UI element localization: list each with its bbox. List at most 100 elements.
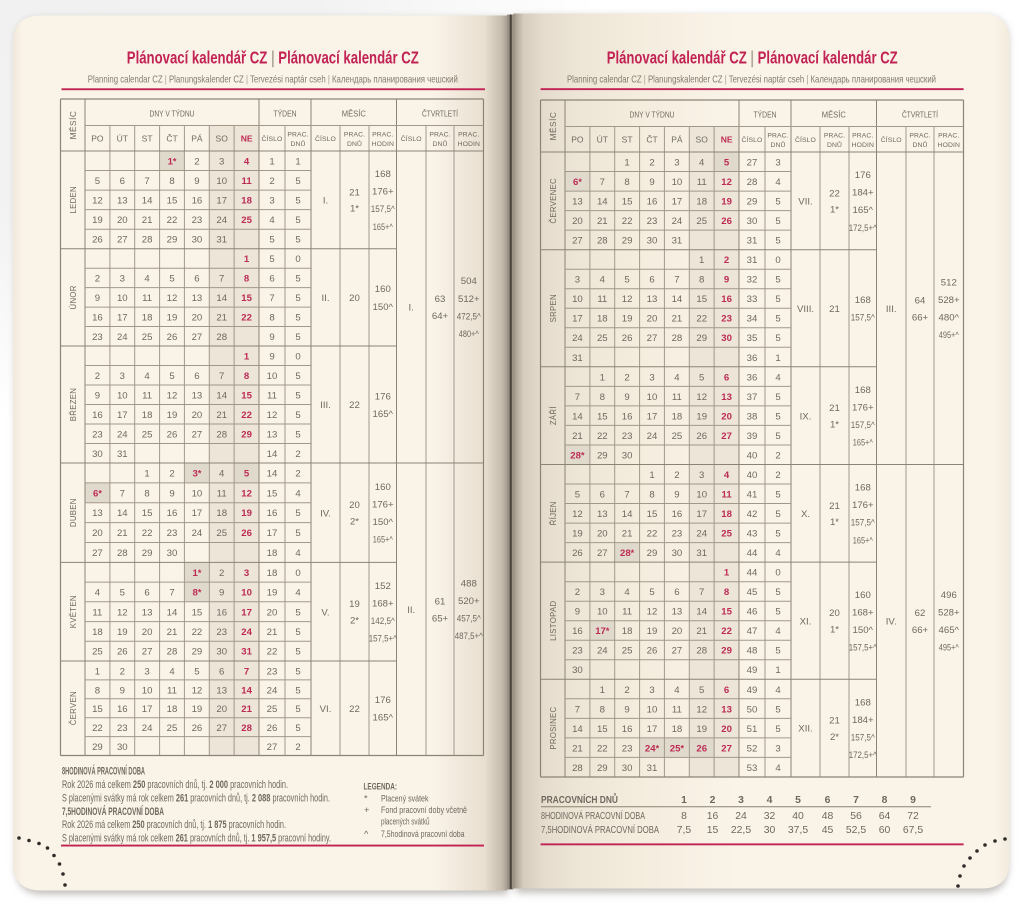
- svg-text:5: 5: [95, 176, 100, 187]
- svg-text:12: 12: [696, 392, 707, 403]
- svg-text:19: 19: [647, 626, 658, 637]
- svg-text:DUBEN: DUBEN: [69, 498, 78, 527]
- svg-text:9: 9: [269, 332, 274, 343]
- svg-text:24*: 24*: [645, 743, 660, 754]
- svg-text:placených svátků: placených svátků: [381, 817, 430, 827]
- svg-text:14: 14: [167, 607, 178, 618]
- svg-text:160: 160: [375, 284, 391, 295]
- svg-text:20: 20: [349, 500, 360, 511]
- svg-text:168: 168: [855, 295, 871, 306]
- svg-text:1: 1: [600, 372, 605, 383]
- svg-text:18: 18: [216, 508, 227, 519]
- svg-text:62: 62: [915, 608, 926, 619]
- svg-text:ÚT: ÚT: [117, 134, 128, 144]
- svg-text:11: 11: [697, 177, 707, 188]
- svg-text:19: 19: [92, 215, 103, 226]
- svg-text:19: 19: [696, 411, 707, 422]
- svg-text:2: 2: [710, 795, 716, 806]
- svg-text:DNŮ: DNŮ: [432, 139, 447, 148]
- svg-text:17: 17: [672, 197, 683, 208]
- svg-text:4: 4: [244, 156, 250, 167]
- svg-text:25: 25: [241, 215, 252, 226]
- svg-text:20: 20: [117, 215, 128, 226]
- svg-text:10: 10: [192, 488, 203, 499]
- svg-text:45: 45: [747, 587, 758, 598]
- svg-text:46: 46: [747, 607, 758, 618]
- svg-text:11: 11: [722, 490, 733, 501]
- svg-text:4: 4: [674, 372, 680, 383]
- svg-text:528+: 528+: [938, 608, 960, 619]
- svg-text:13: 13: [572, 197, 583, 208]
- svg-text:5: 5: [295, 607, 300, 618]
- svg-text:4: 4: [775, 763, 781, 774]
- svg-text:5: 5: [775, 197, 780, 208]
- svg-text:2: 2: [194, 156, 199, 167]
- svg-text:160: 160: [375, 482, 391, 493]
- svg-text:37: 37: [747, 392, 758, 403]
- svg-text:ST: ST: [142, 134, 153, 144]
- svg-text:6: 6: [825, 795, 831, 806]
- svg-text:ČÍSLO: ČÍSLO: [315, 134, 336, 143]
- svg-text:25: 25: [92, 647, 103, 658]
- svg-text:13: 13: [721, 704, 732, 715]
- svg-text:14: 14: [672, 294, 683, 305]
- svg-text:18: 18: [721, 509, 732, 520]
- svg-text:25: 25: [721, 529, 732, 540]
- svg-text:DNŮ: DNŮ: [827, 140, 842, 149]
- svg-text:27: 27: [192, 332, 203, 343]
- svg-text:^: ^: [364, 829, 369, 839]
- svg-text:29: 29: [647, 548, 658, 559]
- svg-text:16: 16: [192, 196, 203, 207]
- svg-text:I.: I.: [323, 195, 328, 206]
- svg-text:20: 20: [142, 627, 153, 638]
- svg-text:152: 152: [375, 581, 391, 592]
- svg-text:53: 53: [747, 763, 758, 774]
- svg-text:480+^: 480+^: [459, 329, 479, 340]
- svg-text:12: 12: [92, 196, 103, 207]
- svg-text:7: 7: [120, 488, 125, 499]
- svg-text:8: 8: [169, 176, 174, 187]
- svg-text:5: 5: [775, 724, 780, 735]
- svg-text:1: 1: [681, 795, 687, 806]
- svg-text:III.: III.: [320, 400, 331, 411]
- svg-text:5: 5: [775, 587, 780, 598]
- svg-text:5: 5: [649, 587, 654, 598]
- svg-text:18: 18: [167, 704, 178, 715]
- svg-text:29: 29: [192, 647, 203, 658]
- svg-text:15: 15: [721, 607, 732, 618]
- svg-text:14: 14: [696, 607, 707, 618]
- svg-text:9: 9: [674, 490, 679, 501]
- svg-text:19: 19: [696, 724, 707, 735]
- svg-text:17: 17: [696, 509, 707, 520]
- svg-text:26: 26: [167, 332, 178, 343]
- svg-text:2: 2: [775, 450, 780, 461]
- svg-text:31: 31: [747, 255, 758, 266]
- svg-text:12: 12: [192, 685, 203, 696]
- svg-text:19: 19: [192, 704, 203, 715]
- svg-text:31: 31: [647, 763, 658, 774]
- svg-text:27: 27: [747, 157, 758, 168]
- svg-text:30: 30: [721, 333, 732, 344]
- svg-text:21: 21: [696, 626, 707, 637]
- svg-text:3: 3: [575, 275, 580, 286]
- svg-text:9: 9: [624, 704, 629, 715]
- svg-text:5: 5: [775, 431, 780, 442]
- svg-text:9: 9: [649, 177, 654, 188]
- svg-text:DNY V TÝDNU: DNY V TÝDNU: [150, 108, 195, 118]
- svg-text:20: 20: [349, 293, 360, 304]
- svg-text:49: 49: [747, 685, 758, 696]
- svg-text:157,5+^: 157,5+^: [849, 643, 877, 654]
- svg-text:168: 168: [855, 697, 871, 708]
- svg-text:11: 11: [217, 488, 227, 499]
- svg-text:1*: 1*: [830, 517, 839, 528]
- svg-text:184+: 184+: [852, 715, 874, 726]
- svg-text:21: 21: [216, 410, 227, 421]
- svg-text:31: 31: [572, 353, 583, 364]
- svg-text:22: 22: [241, 313, 252, 324]
- svg-text:PRAC.: PRAC.: [372, 132, 393, 139]
- svg-text:2: 2: [295, 742, 300, 753]
- svg-text:5: 5: [699, 685, 704, 696]
- svg-text:13: 13: [142, 607, 153, 618]
- svg-text:6: 6: [724, 372, 729, 383]
- svg-text:168+: 168+: [852, 608, 874, 619]
